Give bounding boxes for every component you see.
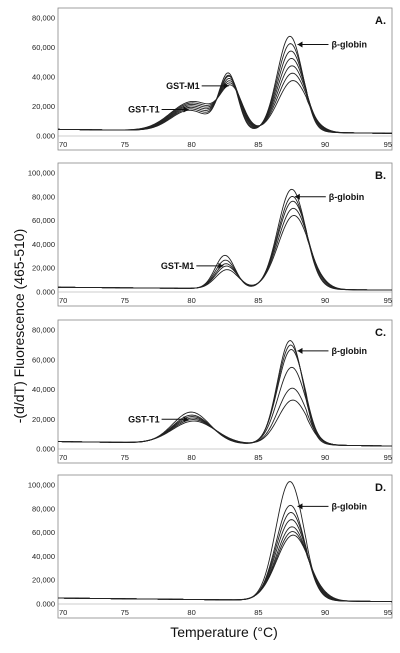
x-tick-label: 95 xyxy=(384,140,392,149)
panel-b: 0.000 20,000 40,000 60,000 80,000 100,000 70 75… xyxy=(28,162,393,307)
panel-label: B. xyxy=(375,170,386,182)
annotation: β-globin xyxy=(297,40,367,50)
x-tick-label: 90 xyxy=(321,296,329,305)
y-tick-label: 20,000 xyxy=(32,264,55,273)
x-tick-label: 75 xyxy=(121,453,129,462)
x-tick-label: 80 xyxy=(187,140,195,149)
panel-label: A. xyxy=(375,15,386,27)
annotation-label: GST-M1 xyxy=(166,81,200,91)
x-tick-label: 85 xyxy=(254,453,262,462)
x-tick-label: 75 xyxy=(121,608,129,617)
annotation-label: GST-M1 xyxy=(161,261,195,271)
x-tick-label: 70 xyxy=(59,296,67,305)
x-tick-label: 85 xyxy=(254,140,262,149)
y-tick-label: 20,000 xyxy=(32,576,55,585)
panel-label: D. xyxy=(375,482,386,494)
x-tick-label: 85 xyxy=(254,296,262,305)
x-tick-label: 85 xyxy=(254,608,262,617)
y-tick-label: 0.000 xyxy=(36,132,55,141)
x-tick-label: 75 xyxy=(121,296,129,305)
annotation: β-globin xyxy=(294,192,364,202)
y-tick-label: 20,000 xyxy=(32,102,55,111)
x-tick-label: 70 xyxy=(59,453,67,462)
x-tick-label: 90 xyxy=(321,608,329,617)
annotation-label: β-globin xyxy=(331,501,366,511)
y-tick-label: 100,000 xyxy=(28,169,55,178)
panel-a: 0.000 20,000 40,000 60,000 80,000 70 75 80 85 90 9… xyxy=(32,7,393,151)
y-tick-label: 40,000 xyxy=(32,552,55,561)
annotation: β-globin xyxy=(297,501,367,511)
plot-frame xyxy=(57,474,393,619)
x-tick-label: 70 xyxy=(59,608,67,617)
x-tick-label: 70 xyxy=(59,140,67,149)
plot-frame xyxy=(57,162,393,307)
annotation-label: β-globin xyxy=(331,346,366,356)
annotation: GST-M1 xyxy=(161,261,224,271)
panel-c: 0.000 20,000 40,000 60,000 80,000 70 75 80 85 90 9… xyxy=(32,319,393,464)
y-tick-label: 80,000 xyxy=(32,326,55,335)
y-axis-title: -(d/dT) Fluorescence (465-510) xyxy=(11,229,27,424)
x-tick-label: 80 xyxy=(187,296,195,305)
panel-label: C. xyxy=(375,327,386,339)
chart-panels: 0.000 20,000 40,000 60,000 80,000 70 75 80 85 90 9… xyxy=(28,7,393,619)
y-tick-label: 60,000 xyxy=(32,43,55,52)
x-tick-label: 80 xyxy=(187,453,195,462)
annotation-label: GST-T1 xyxy=(128,414,160,424)
y-tick-label: 40,000 xyxy=(32,385,55,394)
x-tick-label: 75 xyxy=(121,140,129,149)
x-axis-title: Temperature (°C) xyxy=(170,624,278,640)
y-tick-label: 0.000 xyxy=(36,600,55,609)
x-tick-label: 95 xyxy=(384,296,392,305)
annotation: GST-M1 xyxy=(166,81,229,91)
y-tick-label: 60,000 xyxy=(32,528,55,537)
melt-curve xyxy=(57,215,393,291)
melt-curve xyxy=(57,534,393,603)
y-tick-label: 60,000 xyxy=(32,216,55,225)
x-tick-label: 90 xyxy=(321,453,329,462)
annotation: GST-T1 xyxy=(128,104,189,114)
x-tick-label: 95 xyxy=(384,453,392,462)
melt-curve xyxy=(57,399,393,447)
annotation: GST-T1 xyxy=(128,414,189,424)
y-tick-label: 80,000 xyxy=(32,192,55,201)
x-tick-label: 90 xyxy=(321,140,329,149)
annotation: β-globin xyxy=(297,346,367,356)
plot-frame xyxy=(57,319,393,464)
annotation-label: β-globin xyxy=(329,192,364,202)
x-tick-label: 95 xyxy=(384,608,392,617)
y-tick-label: 40,000 xyxy=(32,73,55,82)
y-tick-label: 0.000 xyxy=(36,288,55,297)
y-tick-label: 40,000 xyxy=(32,240,55,249)
y-tick-label: 0.000 xyxy=(36,445,55,454)
y-tick-label: 100,000 xyxy=(28,481,55,490)
annotation-label: GST-T1 xyxy=(128,104,160,114)
x-tick-label: 80 xyxy=(187,608,195,617)
y-tick-label: 80,000 xyxy=(32,504,55,513)
y-tick-label: 60,000 xyxy=(32,355,55,364)
panel-d: 0.000 20,000 40,000 60,000 80,000 100,000 70 75… xyxy=(28,474,393,619)
y-tick-label: 20,000 xyxy=(32,415,55,424)
annotation-label: β-globin xyxy=(331,40,366,50)
y-tick-label: 80,000 xyxy=(32,14,55,23)
